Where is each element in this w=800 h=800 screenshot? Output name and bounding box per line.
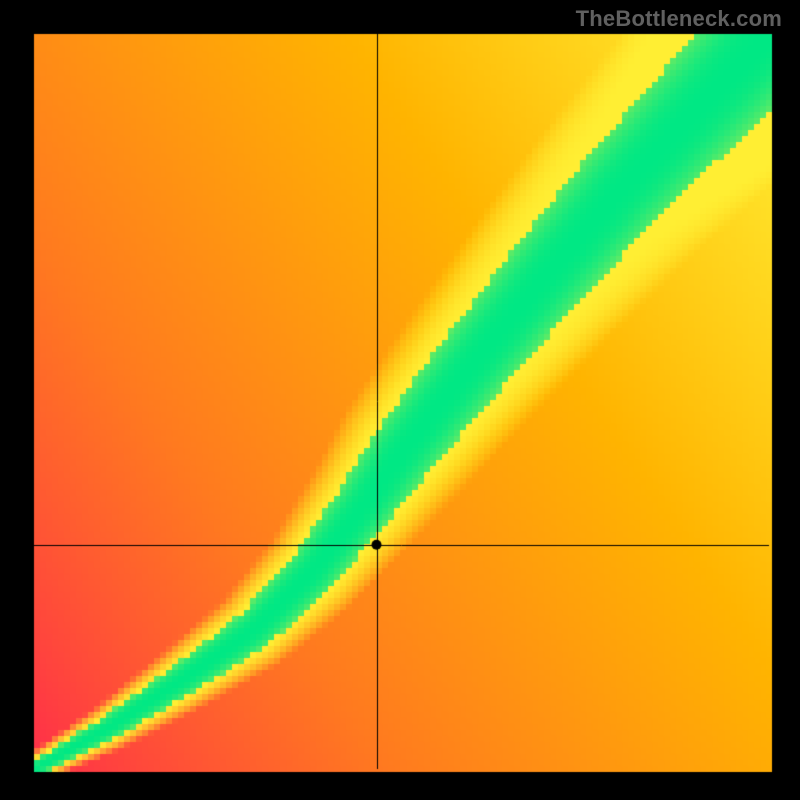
heatmap-canvas bbox=[0, 0, 800, 800]
figure-container: TheBottleneck.com bbox=[0, 0, 800, 800]
watermark-text: TheBottleneck.com bbox=[576, 6, 782, 32]
